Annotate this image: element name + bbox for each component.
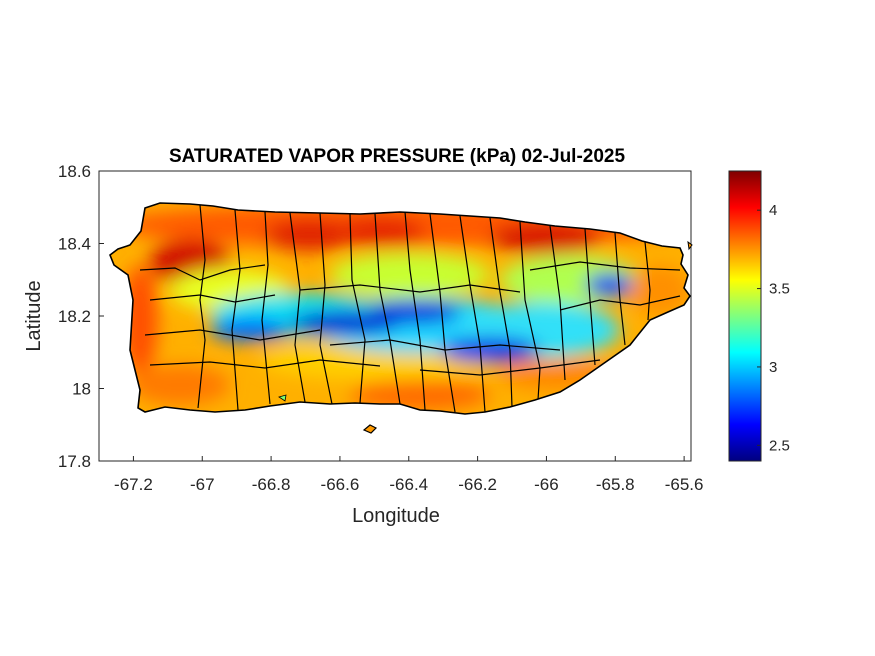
colorbar-tick-label: 3.5 [769, 281, 790, 298]
x-tick-label: -67.2 [114, 475, 153, 494]
colorbar [728, 170, 762, 462]
northeast-maximum [490, 222, 600, 254]
boundary-line [489, 217, 513, 408]
boundary-line [374, 213, 401, 405]
boundary-line [549, 225, 566, 381]
boundary-line [349, 213, 366, 404]
x-axis: -67.2 -67 -66.8 -66.6 -66.4 -66.2 -66 -65.8 -65.… [114, 456, 703, 494]
boundary-line [319, 212, 333, 405]
south-warm-west [130, 365, 230, 405]
x-tick-label: -66.6 [321, 475, 360, 494]
boundary-line [459, 215, 486, 413]
x-tick-label: -65.6 [665, 475, 704, 494]
blue-west [210, 319, 290, 341]
heatmap-field [110, 203, 690, 414]
boundary-line [419, 359, 601, 376]
municipal-boundaries [139, 204, 681, 413]
x-axis-label: Longitude [352, 505, 440, 527]
y-tick-label: 17.8 [58, 452, 91, 471]
north-maximum-b [335, 217, 425, 247]
south-warm-central [350, 380, 490, 410]
central-east-minimum [440, 337, 540, 363]
boundary-line [144, 329, 321, 341]
y-tick-label: 18.4 [58, 235, 91, 254]
boundary-line [231, 209, 241, 411]
central-minimum [290, 311, 400, 335]
boundary-line [149, 359, 381, 369]
small-island [687, 240, 693, 251]
y-axis: 17.8 18 18.2 18.4 18.6 [58, 162, 104, 471]
x-tick-label: -67 [190, 475, 215, 494]
north-maximum-a [265, 219, 355, 251]
boundary-line [644, 241, 651, 321]
colorbar-tick-label: 2.5 [769, 437, 790, 454]
y-tick-label: 18.2 [58, 307, 91, 326]
boundary-line [404, 211, 426, 411]
boundary-line [299, 284, 521, 293]
x-tick-label: -65.8 [596, 475, 635, 494]
island-outline [109, 202, 691, 415]
boundary-line [197, 204, 206, 409]
boundary-line [139, 264, 266, 281]
colorbar-ticks: 2.5 3 3.5 4 [757, 202, 790, 454]
boundary-line [149, 294, 276, 303]
x-tick-label: -66.2 [458, 475, 497, 494]
boundary-line [584, 228, 596, 366]
y-tick-label: 18.6 [58, 162, 91, 181]
boundary-line [614, 232, 626, 346]
colorbar-tick-label: 3 [769, 359, 777, 376]
chart-title: SATURATED VAPOR PRESSURE (kPa) 02-Jul-20… [169, 146, 626, 167]
boundary-line [289, 212, 306, 403]
y-tick-label: 18 [72, 380, 91, 399]
x-tick-label: -66.8 [252, 475, 291, 494]
y-axis-label: Latitude [23, 280, 45, 351]
x-tick-label: -66 [534, 475, 559, 494]
central-minimum-b [370, 300, 460, 324]
eastern-minimum [585, 273, 635, 297]
x-tick-label: -66.4 [389, 475, 428, 494]
small-island [362, 424, 378, 434]
boundary-line [261, 211, 271, 405]
east-warm [630, 265, 690, 315]
boundary-line [519, 221, 541, 401]
boundary-line [429, 213, 456, 413]
field-blobs [110, 203, 690, 410]
colorbar-tick-label: 4 [769, 202, 777, 219]
small-island [278, 394, 287, 402]
